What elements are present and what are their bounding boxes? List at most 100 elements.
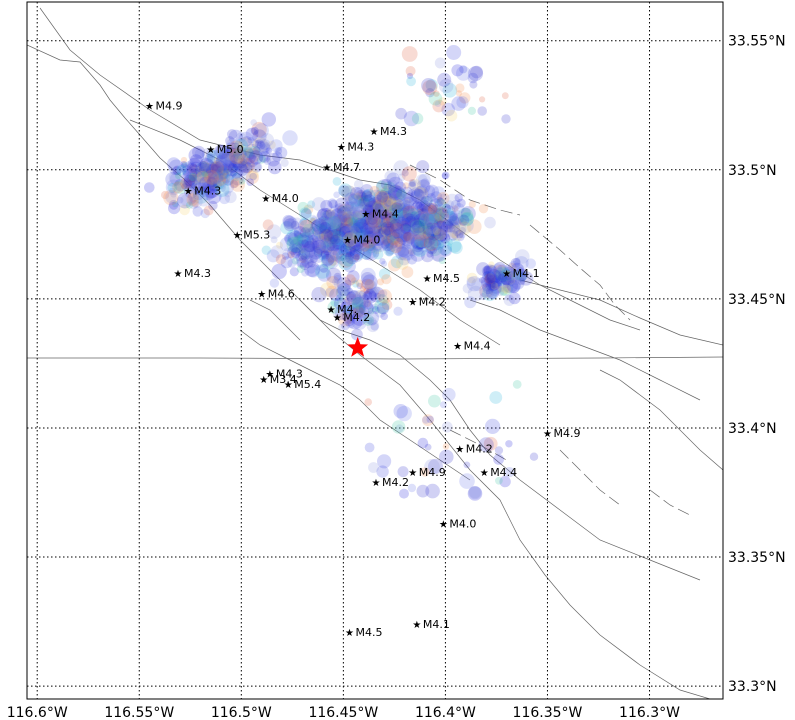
aftershock-marker <box>359 214 371 225</box>
aftershock-marker <box>512 380 522 389</box>
aftershock-marker <box>373 194 385 206</box>
aftershock-marker <box>318 215 329 227</box>
aftershock-marker <box>344 226 354 237</box>
aftershock-marker <box>434 100 441 107</box>
aftershock-marker <box>269 278 280 288</box>
aftershock-marker <box>377 226 387 235</box>
aftershock-marker <box>384 231 393 239</box>
aftershock-marker <box>295 234 304 242</box>
aftershock-marker <box>327 243 335 252</box>
aftershock-marker <box>429 237 440 249</box>
aftershock-marker <box>456 96 469 109</box>
aftershock-marker <box>307 244 323 260</box>
aftershock-marker <box>354 192 362 200</box>
aftershock-marker <box>304 244 318 258</box>
aftershock-marker <box>358 241 365 248</box>
aftershock-marker <box>345 250 359 265</box>
aftershock-marker <box>384 199 392 207</box>
aftershock-marker <box>358 195 369 206</box>
aftershock-marker <box>237 142 244 150</box>
aftershock-marker <box>346 229 362 244</box>
aftershock-marker <box>351 277 358 285</box>
aftershock-marker <box>370 207 378 215</box>
aftershock-marker <box>443 211 459 227</box>
aftershock-marker <box>214 165 230 180</box>
aftershock-marker <box>441 102 456 117</box>
aftershock-marker <box>302 235 315 248</box>
aftershock-marker <box>486 274 503 291</box>
aftershock-marker <box>435 225 443 233</box>
aftershock-marker <box>442 443 450 450</box>
aftershock-marker <box>380 227 390 236</box>
aftershock-marker <box>354 234 368 247</box>
aftershock-marker <box>460 206 476 222</box>
aftershock-marker <box>460 207 471 218</box>
aftershock-marker <box>347 239 361 252</box>
aftershock-marker <box>434 196 444 207</box>
event-star-marker: ★ <box>453 341 462 352</box>
aftershock-marker <box>239 159 254 174</box>
aftershock-marker <box>324 218 336 230</box>
aftershock-marker <box>433 240 440 247</box>
aftershock-marker <box>333 272 342 281</box>
aftershock-marker <box>336 228 348 240</box>
aftershock-marker <box>239 157 255 174</box>
aftershock-marker <box>167 182 178 193</box>
aftershock-marker <box>442 387 456 402</box>
aftershock-marker <box>261 245 271 255</box>
aftershock-marker <box>492 263 503 273</box>
aftershock-marker <box>363 206 378 221</box>
aftershock-marker <box>240 161 252 173</box>
aftershock-marker <box>483 278 491 285</box>
aftershock-marker <box>321 211 337 228</box>
aftershock-marker <box>453 203 465 214</box>
aftershock-marker <box>327 301 341 314</box>
event-star-marker: ★ <box>455 445 464 456</box>
aftershock-marker <box>288 230 304 246</box>
aftershock-marker <box>298 218 313 234</box>
aftershock-marker <box>358 290 367 299</box>
aftershock-marker <box>338 229 347 238</box>
aftershock-marker <box>199 190 206 198</box>
aftershock-marker <box>388 179 397 189</box>
aftershock-marker <box>344 192 358 206</box>
aftershock-marker <box>297 239 304 246</box>
aftershock-marker <box>369 216 377 225</box>
aftershock-marker <box>203 162 210 169</box>
aftershock-marker <box>407 203 415 212</box>
aftershock-marker <box>187 190 199 202</box>
aftershock-marker <box>374 190 390 205</box>
aftershock-marker <box>383 244 395 256</box>
aftershock-marker <box>415 215 430 230</box>
aftershock-marker <box>511 276 525 290</box>
aftershock-marker <box>489 391 503 404</box>
event-magnitude-label: M4.3 <box>276 368 303 381</box>
aftershock-marker <box>350 203 359 212</box>
aftershock-marker <box>373 251 380 258</box>
aftershock-marker <box>421 205 433 216</box>
aftershock-marker <box>368 198 379 209</box>
aftershock-marker <box>488 264 497 274</box>
aftershock-marker <box>336 207 352 223</box>
aftershock-marker <box>290 247 302 258</box>
aftershock-marker <box>231 155 246 170</box>
aftershock-marker <box>436 218 446 228</box>
aftershock-marker <box>388 202 403 217</box>
aftershock-marker <box>364 214 381 230</box>
aftershock-marker <box>450 199 461 211</box>
aftershock-marker <box>186 193 199 206</box>
aftershock-marker <box>420 196 427 204</box>
aftershock-marker <box>355 189 366 200</box>
aftershock-marker <box>328 199 338 209</box>
aftershock-marker <box>338 248 345 256</box>
aftershock-marker <box>210 179 219 188</box>
aftershock-marker <box>387 176 404 193</box>
aftershock-marker <box>372 243 382 253</box>
aftershock-marker <box>384 190 392 199</box>
aftershock-marker <box>354 295 361 302</box>
aftershock-marker <box>310 255 318 263</box>
aftershock-marker <box>387 212 395 220</box>
aftershock-marker <box>298 245 307 254</box>
aftershock-marker <box>352 293 361 302</box>
aftershock-marker <box>337 203 353 220</box>
